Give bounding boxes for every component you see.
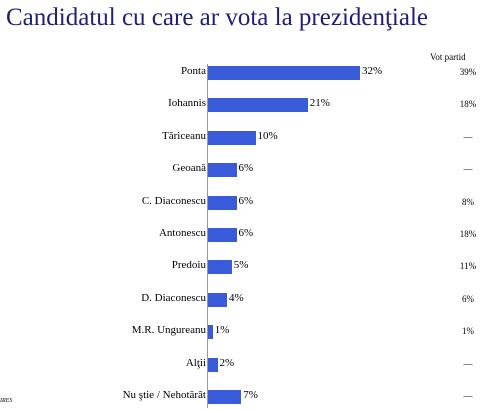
value-label: 1% <box>214 324 230 337</box>
vot-partid-value: — <box>463 391 473 401</box>
vot-partid-value: 18% <box>459 99 477 110</box>
vot-partid-header: Vot partid <box>430 52 466 62</box>
category-label: M.R. Ungureanu <box>131 324 206 337</box>
vot-partid-value: 11% <box>459 261 477 272</box>
vot-partid-value: 8% <box>462 196 474 207</box>
value-label: 21% <box>309 97 330 110</box>
value-label: 7% <box>243 389 258 401</box>
category-label: D. Diaconescu <box>141 291 206 304</box>
vot-partid-value: 1% <box>462 326 474 337</box>
vot-partid-value: — <box>463 164 473 175</box>
bar <box>208 292 227 307</box>
value-label: 32% <box>362 65 383 77</box>
vot-partid-value: — <box>463 358 473 369</box>
bar <box>208 228 237 242</box>
bar <box>208 357 218 372</box>
bar <box>208 325 213 340</box>
bar <box>208 130 256 145</box>
vot-partid-value: — <box>463 131 473 142</box>
category-label: Geoană <box>172 162 206 175</box>
value-label: 10% <box>257 129 278 142</box>
value-label: 6% <box>238 162 254 175</box>
category-label: Alţii <box>185 356 206 369</box>
category-axis <box>207 64 208 408</box>
category-label: Tăriceanu <box>162 129 206 142</box>
category-label: C. Diaconescu <box>141 194 206 207</box>
bar <box>208 390 242 404</box>
value-label: 4% <box>229 291 244 304</box>
vot-partid-value: 6% <box>462 293 474 304</box>
bar <box>208 66 360 80</box>
category-label: Iohannis <box>168 97 206 110</box>
category-label: Antonescu <box>158 227 206 239</box>
value-label: 6% <box>238 227 254 239</box>
value-label: 2% <box>219 356 235 369</box>
category-label: Ponta <box>180 65 206 77</box>
value-label: 5% <box>233 259 249 272</box>
category-label: Predoiu <box>171 259 206 272</box>
category-label: Nu ştie / Nehotărât <box>122 389 206 401</box>
source-label: IRES <box>0 398 13 404</box>
chart-title: Candidatul cu care ar vota la prezidenţi… <box>6 4 429 31</box>
bar <box>208 98 308 113</box>
value-label: 6% <box>238 194 254 207</box>
vot-partid-value: 18% <box>459 229 477 239</box>
vot-partid-value: 39% <box>459 67 477 77</box>
bar <box>208 260 232 275</box>
bar <box>208 195 237 210</box>
bar <box>208 163 237 178</box>
